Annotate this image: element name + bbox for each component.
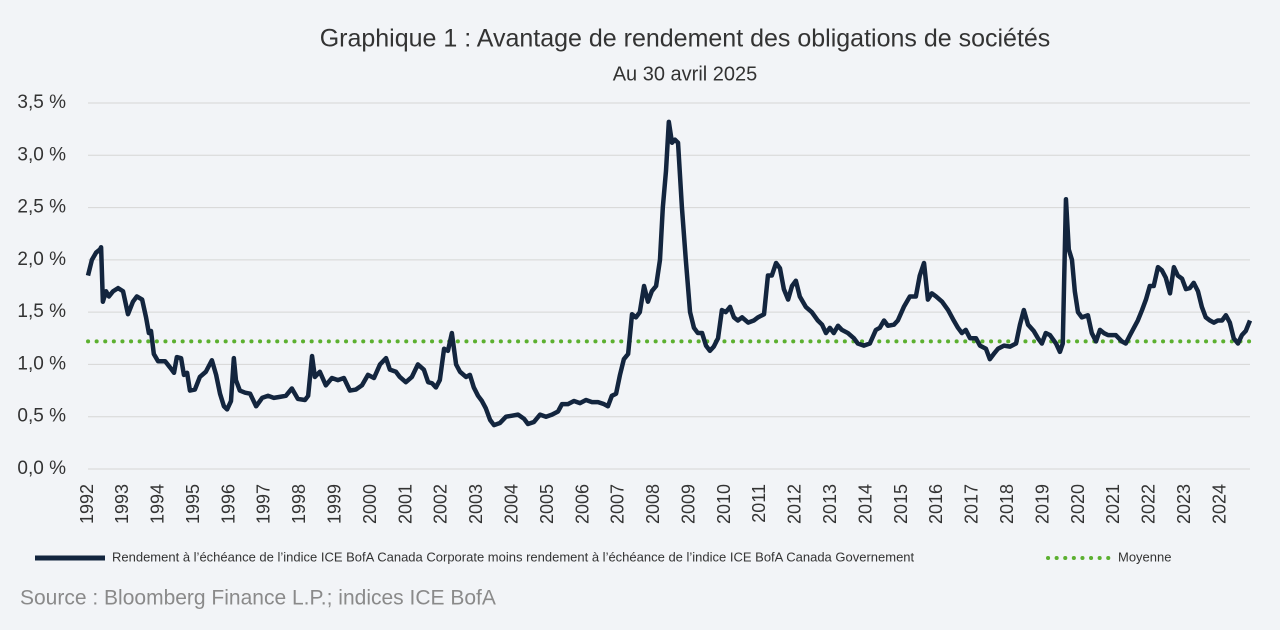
x-tick-label: 2000 [360, 484, 380, 524]
x-tick-label: 2008 [643, 484, 663, 524]
x-tick-label: 1995 [183, 484, 203, 524]
y-tick-label: 0,0 % [17, 458, 66, 479]
x-tick-label: 1997 [254, 484, 274, 524]
x-tick-label: 2010 [714, 484, 734, 524]
x-tick-label: 1993 [112, 484, 132, 524]
y-tick-label: 3,0 % [17, 144, 66, 165]
x-tick-label: 2019 [1032, 484, 1052, 524]
x-tick-label: 2011 [749, 484, 769, 523]
y-tick-label: 0,5 % [17, 406, 66, 427]
x-tick-label: 2012 [785, 484, 805, 524]
x-tick-label: 2005 [537, 484, 557, 524]
legend-label: Moyenne [1118, 549, 1171, 564]
data-line [85, 119, 1253, 428]
x-tick-label: 1994 [148, 484, 168, 524]
x-tick-label: 2016 [926, 484, 946, 524]
x-tick-label: 1992 [77, 484, 97, 524]
x-tick-label: 2003 [466, 484, 486, 524]
x-tick-label: 1999 [325, 484, 345, 524]
y-tick-label: 2,0 % [17, 249, 66, 270]
y-tick-label: 3,5 % [17, 92, 66, 113]
x-tick-label: 2004 [501, 484, 521, 524]
y-tick-label: 1,0 % [17, 353, 66, 374]
x-tick-label: 2002 [431, 484, 451, 524]
x-tick-label: 2009 [678, 484, 698, 524]
x-tick-label: 2023 [1174, 484, 1194, 524]
source: Source : Bloomberg Finance L.P.; indices… [20, 587, 496, 610]
x-tick-label: 2006 [572, 484, 592, 524]
x-tick-label: 2024 [1209, 484, 1229, 524]
x-tick-label: 2014 [855, 484, 875, 524]
chart-title: Graphique 1 : Avantage de rendement des … [320, 25, 1051, 53]
x-tick-label: 2017 [962, 484, 982, 524]
legend-label: Rendement à l’échéance de l’indice ICE B… [112, 549, 915, 564]
y-tick-label: 2,5 % [17, 197, 66, 218]
y-tick-label: 1,5 % [17, 301, 66, 322]
x-tick-label: 2013 [820, 484, 840, 524]
x-tick-label: 1996 [218, 484, 238, 524]
x-tick-label: 1998 [289, 484, 309, 524]
x-tick-label: 2015 [891, 484, 911, 524]
x-tick-label: 2018 [997, 484, 1017, 524]
x-tick-label: 2021 [1103, 484, 1123, 524]
x-tick-label: 2020 [1068, 484, 1088, 524]
x-tick-label: 2001 [395, 484, 415, 524]
x-tick-label: 2007 [608, 484, 628, 524]
x-tick-label: 2022 [1139, 484, 1159, 524]
chart-subtitle: Au 30 avril 2025 [613, 63, 758, 85]
